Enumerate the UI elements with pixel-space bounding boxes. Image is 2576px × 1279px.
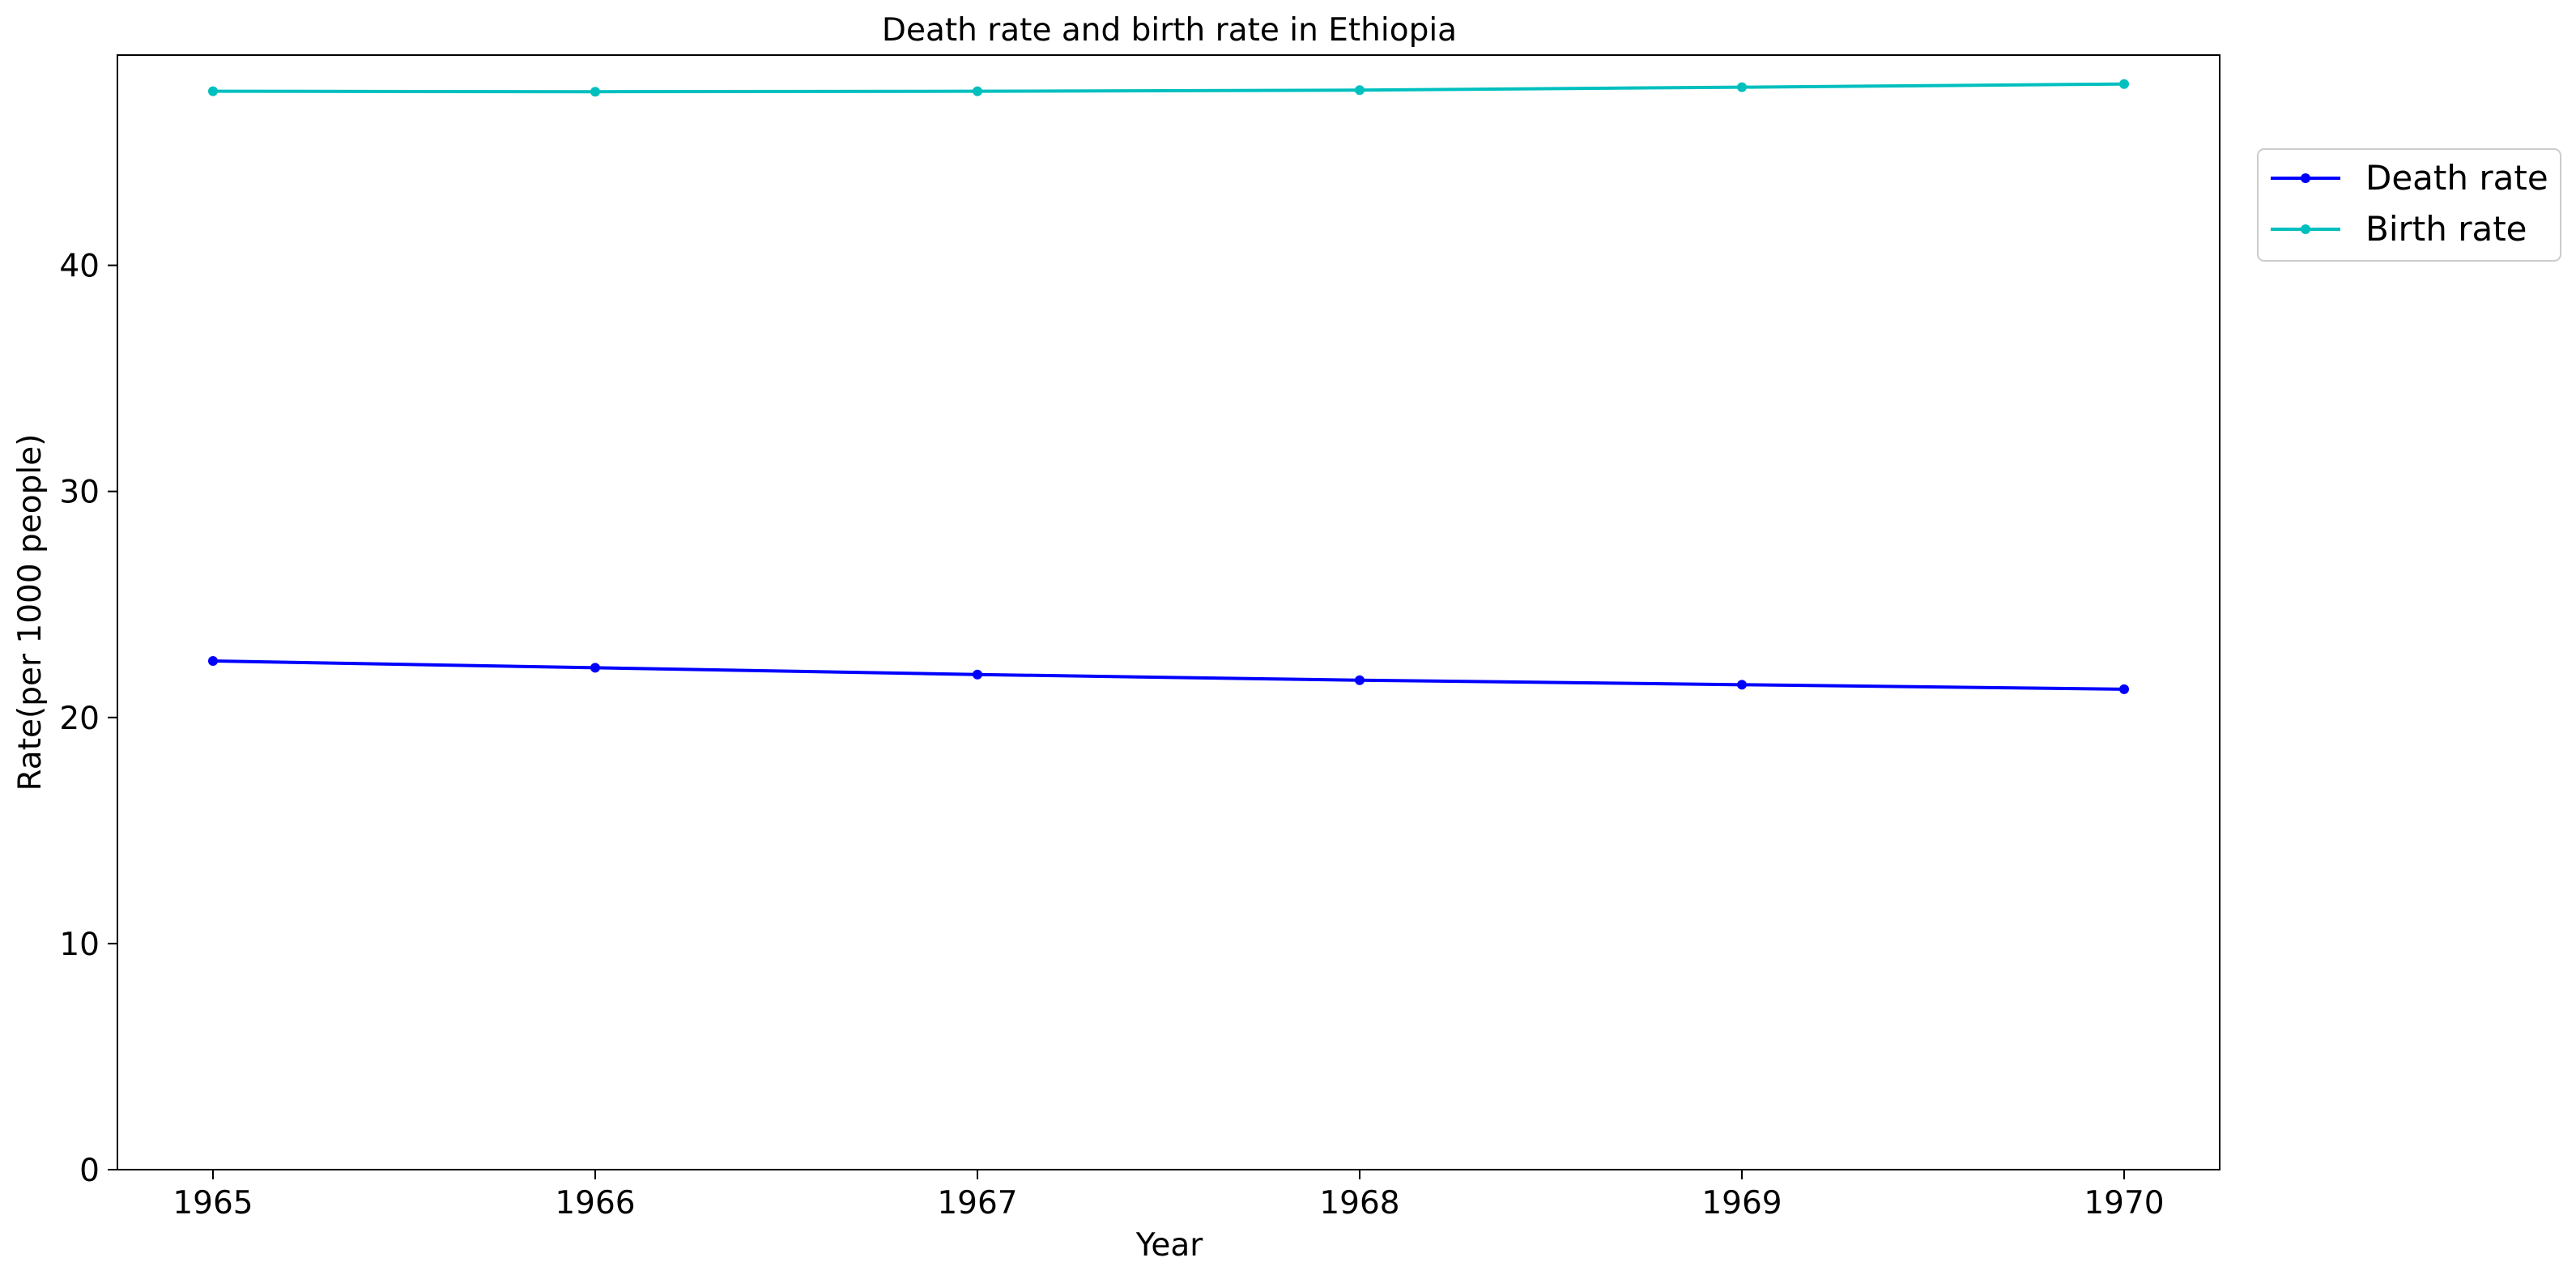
- legend: Death rate Birth rate: [2257, 148, 2561, 262]
- legend-item-death-rate: Death rate: [2271, 158, 2548, 198]
- data-point-death-rate: [973, 669, 982, 680]
- y-tick-label: 10: [59, 927, 100, 963]
- x-tick-label: 1969: [1701, 1185, 1782, 1221]
- y-tick-label: 40: [59, 249, 100, 285]
- x-tick-label: 1966: [555, 1185, 635, 1221]
- series-line-birth-rate: [212, 82, 2125, 94]
- x-tick-label: 1968: [1319, 1185, 1399, 1221]
- legend-marker-death-rate: [2301, 173, 2310, 183]
- legend-marker-birth-rate: [2301, 224, 2310, 234]
- data-point-birth-rate: [1737, 82, 1747, 92]
- data-point-birth-rate: [1355, 85, 1365, 96]
- data-point-death-rate: [1737, 680, 1747, 690]
- y-axis-label: Rate(per 1000 people): [12, 434, 49, 791]
- legend-item-birth-rate: Birth rate: [2271, 209, 2527, 249]
- legend-label-death-rate: Death rate: [2365, 158, 2548, 198]
- series-line-death-rate: [212, 659, 2125, 691]
- y-axis-ticks: 0 10 20 30 40: [59, 249, 117, 1189]
- data-point-death-rate: [2119, 684, 2129, 694]
- data-point-birth-rate: [590, 87, 600, 97]
- x-axis-ticks: 1965 1966 1967 1968 1969 1970: [172, 1170, 2165, 1221]
- y-tick-label: 0: [79, 1153, 100, 1189]
- y-tick-label: 30: [59, 475, 100, 511]
- data-point-birth-rate: [973, 86, 982, 96]
- plot-frame: [117, 54, 2220, 1170]
- data-point-death-rate: [1355, 675, 1365, 685]
- series-layer: [208, 79, 2129, 694]
- legend-label-birth-rate: Birth rate: [2365, 209, 2527, 249]
- data-point-death-rate: [590, 663, 600, 673]
- plot-area: [117, 54, 2220, 1170]
- x-tick-label: 1965: [172, 1185, 253, 1221]
- data-point-birth-rate: [2119, 79, 2129, 89]
- data-point-death-rate: [208, 656, 218, 667]
- y-tick-label: 20: [59, 701, 100, 737]
- x-axis-label: Year: [1135, 1227, 1204, 1264]
- data-point-birth-rate: [208, 86, 218, 96]
- x-tick-label: 1970: [2084, 1185, 2164, 1221]
- x-tick-label: 1967: [937, 1185, 1017, 1221]
- chart-title: Death rate and birth rate in Ethiopia: [882, 12, 1457, 49]
